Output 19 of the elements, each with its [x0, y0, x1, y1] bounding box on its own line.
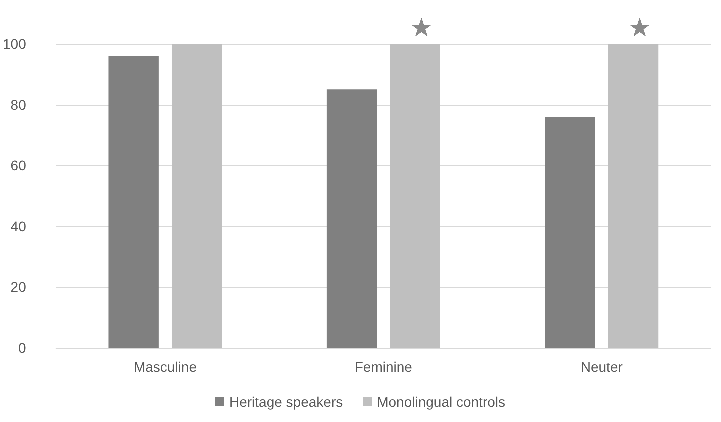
- text: ★: [410, 14, 432, 42]
- x-tick-label: Masculine: [134, 359, 198, 375]
- y-tick-label: 80: [10, 96, 27, 113]
- bar: [172, 44, 222, 348]
- x-tick-label: Feminine: [354, 359, 413, 375]
- x-tick-label: Neuter: [580, 359, 624, 375]
- legend-label: Monolingual controls: [377, 394, 506, 410]
- text: ★: [629, 14, 651, 42]
- bar: [108, 56, 159, 348]
- bar: [326, 90, 378, 348]
- y-tick-label: 60: [10, 158, 27, 174]
- y-tick-label: 0: [18, 340, 27, 356]
- legend-label: Heritage speakers: [229, 394, 344, 410]
- y-tick-label: 20: [10, 279, 27, 296]
- bar: [545, 116, 596, 348]
- y-tick-label: 100: [3, 36, 27, 52]
- y-tick-label: 40: [10, 218, 27, 234]
- bar: [608, 44, 659, 348]
- bar: [390, 44, 440, 348]
